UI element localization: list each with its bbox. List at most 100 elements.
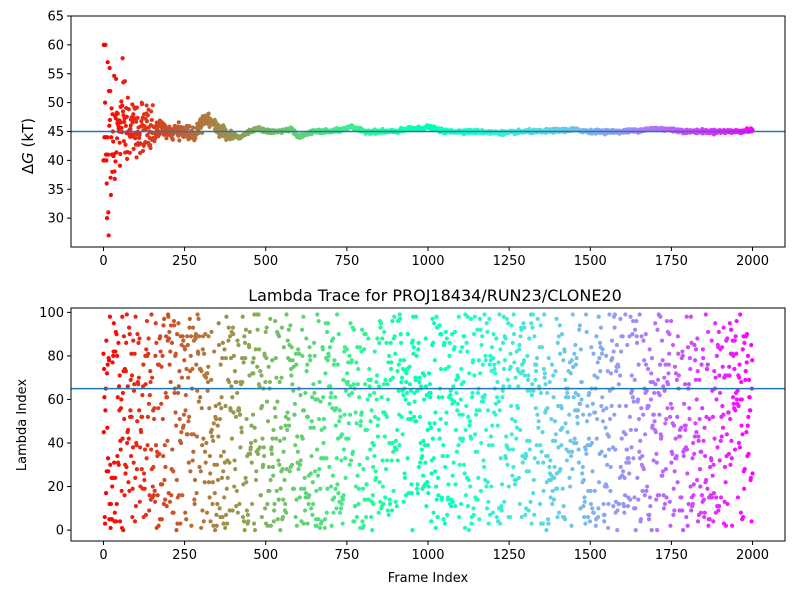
lambda-point [400, 432, 405, 437]
lambda-point [309, 506, 314, 511]
lambda-point [181, 338, 186, 343]
lambda-point [559, 443, 564, 448]
lambda-point [673, 371, 679, 376]
lambda-point [322, 425, 327, 430]
lambda-point [378, 325, 383, 330]
lambda-point [705, 329, 711, 335]
lambda-point [299, 486, 304, 491]
lambda-point [308, 358, 313, 363]
lambda-point [687, 416, 692, 422]
lambda-point [140, 393, 145, 398]
lambda-point [108, 501, 114, 507]
lambda-point [588, 501, 594, 507]
lambda-point [471, 512, 476, 517]
lambda-point [530, 382, 535, 387]
lambda-point [732, 338, 737, 343]
lambda-point [553, 438, 558, 443]
lambda-point [489, 369, 494, 374]
lambda-point [682, 382, 688, 387]
lambda-point [212, 490, 217, 496]
lambda-point [198, 469, 203, 474]
lambda-point [631, 399, 636, 404]
lambda-point [552, 419, 558, 424]
lambda-point [453, 504, 458, 509]
lambda-point [464, 403, 469, 409]
lambda-point [267, 379, 273, 385]
lambda-point [145, 443, 150, 448]
lambda-point [380, 336, 385, 341]
lambda-point [225, 521, 230, 526]
lambda-point [480, 362, 485, 367]
lambda-point [251, 355, 256, 361]
lambda-point [285, 338, 290, 343]
lambda-point [311, 501, 316, 507]
lambda-point [362, 382, 368, 387]
lambda-point [215, 477, 221, 483]
lambda-point [671, 423, 677, 428]
lambda-point [323, 517, 328, 522]
lambda-point [667, 499, 672, 504]
lambda-point [396, 388, 401, 393]
lambda-point [261, 462, 266, 467]
lambda-point [662, 375, 667, 380]
lambda-point [473, 412, 479, 417]
lambda-point [694, 477, 700, 483]
delta-g-point [139, 118, 144, 124]
lambda-point [566, 449, 571, 454]
lambda-point [726, 410, 731, 415]
lambda-point [225, 475, 230, 480]
lambda-point [501, 366, 507, 372]
lambda-point [632, 327, 638, 332]
lambda-point [741, 514, 746, 520]
lambda-point [573, 362, 579, 367]
delta-g-x-ticks: 0 250 500 750 1000 1250 1500 1750 2000 [99, 247, 769, 269]
lambda-point [283, 501, 288, 507]
lambda-point [132, 382, 137, 387]
delta-g-point [127, 150, 132, 155]
lambda-point [533, 377, 538, 382]
lambda-point [465, 349, 470, 354]
lambda-point [666, 371, 671, 376]
lambda-point [594, 436, 599, 441]
y-tick-label: 40 [47, 154, 64, 169]
lambda-point [218, 453, 224, 459]
lambda-point [506, 321, 511, 326]
lambda-point [116, 462, 121, 467]
lambda-point [744, 430, 749, 435]
lambda-point [494, 514, 499, 520]
lambda-point [183, 510, 188, 515]
lambda-point [476, 475, 481, 480]
lambda-point [431, 510, 436, 515]
lambda-point [426, 484, 431, 489]
lambda-point [503, 336, 508, 341]
lambda-point [343, 475, 348, 480]
lambda-point [564, 458, 570, 463]
lambda-point [727, 364, 732, 369]
lambda-point [534, 443, 539, 448]
lambda-point [395, 427, 400, 433]
lambda-point [146, 336, 151, 341]
lambda-point [503, 456, 508, 461]
lambda-point [267, 488, 272, 494]
lambda-point [634, 334, 639, 339]
lambda-point [399, 375, 405, 380]
lambda-trace-y-axis-label: Lambda Index [15, 379, 30, 472]
lambda-point [558, 467, 563, 472]
lambda-point [110, 360, 115, 365]
lambda-point [240, 314, 245, 319]
lambda-point [234, 488, 239, 494]
lambda-point [139, 467, 144, 472]
lambda-point [220, 340, 225, 345]
lambda-point [511, 464, 516, 470]
lambda-point [115, 395, 120, 400]
lambda-point [520, 460, 525, 465]
lambda-point [363, 332, 368, 337]
lambda-point [590, 469, 595, 474]
lambda-point [147, 493, 152, 498]
lambda-point [565, 390, 570, 396]
lambda-point [340, 521, 345, 526]
lambda-point [636, 497, 641, 502]
lambda-point [567, 412, 572, 417]
lambda-point [416, 340, 421, 345]
lambda-point [689, 508, 694, 513]
